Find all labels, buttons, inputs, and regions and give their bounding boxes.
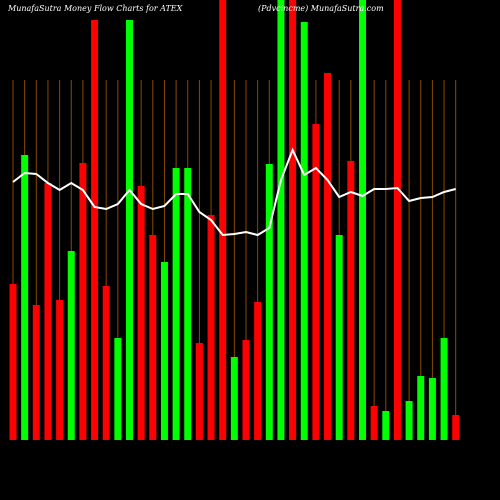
bar xyxy=(242,340,250,440)
bar xyxy=(324,73,332,440)
bar xyxy=(359,0,366,440)
bar xyxy=(347,161,355,440)
bar xyxy=(126,20,133,440)
bar xyxy=(265,164,273,440)
bar xyxy=(254,302,262,440)
bar xyxy=(230,357,238,440)
bar xyxy=(370,406,378,440)
bar xyxy=(312,124,320,440)
bar xyxy=(184,168,192,440)
chart-title: MunafaSutra Money Flow Charts for ATEX xyxy=(7,4,183,13)
bar xyxy=(405,401,413,440)
bar xyxy=(149,235,157,440)
bar xyxy=(452,415,460,440)
bar xyxy=(32,305,40,440)
bars xyxy=(9,0,460,440)
bar xyxy=(44,183,52,440)
bar xyxy=(172,168,180,440)
bar xyxy=(56,300,64,440)
bar xyxy=(9,284,17,440)
bar xyxy=(393,0,401,440)
bar xyxy=(277,0,285,440)
bar xyxy=(417,376,425,440)
bar xyxy=(289,0,297,440)
chart-subtitle: (Pdvcincme) MunafaSutra.com xyxy=(258,4,384,13)
bar xyxy=(114,338,122,440)
bar xyxy=(440,338,448,440)
bar xyxy=(102,286,110,440)
bar xyxy=(195,343,203,440)
bar xyxy=(300,22,308,440)
bar xyxy=(207,215,215,440)
bar xyxy=(137,186,145,440)
bar xyxy=(79,163,87,440)
bar xyxy=(335,235,343,440)
bar xyxy=(160,262,168,440)
bar xyxy=(382,411,390,440)
bar xyxy=(91,20,99,440)
bar xyxy=(21,155,29,440)
bar xyxy=(428,378,436,440)
bar xyxy=(219,0,227,440)
money-flow-line xyxy=(12,147,456,237)
bar xyxy=(67,251,75,440)
